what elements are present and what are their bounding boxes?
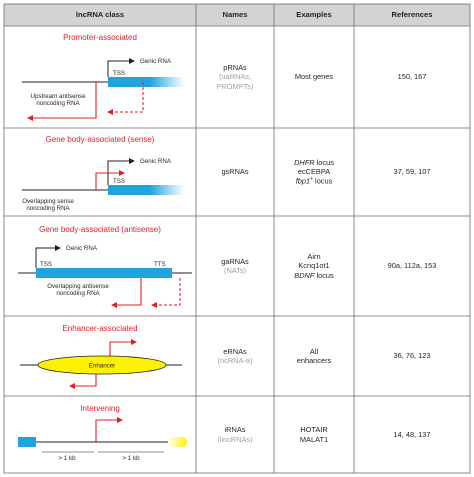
header-lncrna-class: lncRNA class — [75, 10, 125, 20]
row5-example-1: HOTAIR — [300, 425, 328, 435]
row4-enhancer-label: Enhancer — [89, 363, 116, 370]
row3-genic-label: Genic RNA — [66, 245, 98, 252]
diagram-intervening: Intervening > 1 kb > 1 kb — [18, 404, 187, 462]
row3-gene-body — [36, 268, 172, 278]
row5-references: 14, 48, 137 — [393, 429, 431, 439]
diagram-gene-body-antisense: Gene body-associated (antisense) Genic R… — [18, 225, 192, 308]
row5-examples-cell: HOTAIR MALAT1 — [274, 396, 354, 473]
row2-example-3-rest: locus — [313, 176, 333, 186]
diagram-promoter-associated: Promoter-associated Genic RNA TSS Upstre… — [22, 33, 184, 121]
row1-name-alt-1: (uaRNAs, — [218, 72, 252, 82]
row4-example-2: enhancers — [296, 356, 332, 365]
row4-examples-cell: All enhancers — [274, 316, 354, 396]
row5-distance-label-2: > 1 kb — [122, 455, 140, 462]
row1-examples-cell: Most genes — [274, 26, 354, 128]
row4-title: Enhancer-associated — [62, 324, 137, 333]
row3-examples-cell: Airn Kcnq1ot1 BDNF locus — [274, 216, 354, 316]
row5-names-cell: iRNAs (lincRNAs) — [196, 396, 274, 473]
row3-references: 90a, 112a, 153 — [387, 261, 437, 271]
row4-example-1: All — [309, 346, 319, 356]
header-background — [4, 4, 470, 26]
row2-examples-cell: DHFR locus ecCEBPA fbp1+ locus — [274, 128, 354, 216]
header-examples: Examples — [296, 10, 332, 20]
header-names: Names — [222, 10, 248, 20]
row2-title: Gene body-associated (sense) — [46, 135, 155, 144]
row5-distance-label-1: > 1 kb — [58, 455, 76, 462]
row2-references: 37, 59, 107 — [393, 167, 431, 177]
row2-example-1-italic: DHFR — [294, 157, 315, 167]
row3-example-3: BDNF locus — [294, 271, 333, 280]
row3-names-cell: gaRNAs (NATs) — [196, 216, 274, 316]
row4-names-cell: eRNAs (ncRNA-a) — [196, 316, 274, 396]
row3-tss-label: TSS — [40, 261, 52, 268]
diagram-gene-body-sense: Gene body-associated (sense) Genic RNA T… — [22, 135, 184, 212]
row3-tts-label: TTS — [154, 261, 166, 268]
row3-example-3-italic: BDNF — [294, 270, 315, 280]
row5-right-gene — [168, 437, 187, 447]
row4-name-alt-1: (ncRNA-a) — [217, 356, 253, 365]
row1-gene-body — [108, 77, 184, 87]
row1-name-alt-2: PROMPTs) — [216, 81, 254, 91]
diagram-enhancer-associated: Enhancer-associated Enhancer — [20, 324, 182, 389]
row2-name-main: gsRNAs — [221, 167, 249, 177]
row2-example-1: DHFR locus — [294, 158, 334, 167]
enhancer-ellipse — [37, 355, 167, 375]
row2-example-1-rest: locus — [314, 157, 334, 167]
row2-noncoding-label-2: noncoding RNA — [26, 205, 70, 212]
row5-name-alt-1: (lincRNAs) — [217, 434, 253, 444]
row4-references: 36, 76, 123 — [393, 351, 431, 361]
row2-example-2: ecCEBPA — [297, 167, 331, 177]
row2-names-cell: gsRNAs — [196, 128, 274, 216]
row1-names-cell: pRNAs (uaRNAs, PROMPTs) — [196, 26, 274, 128]
header-references: References — [391, 10, 433, 20]
row3-example-2: Kcnq1ot1 — [298, 261, 330, 271]
row1-noncoding-label-1: Upstream antisense — [30, 93, 86, 100]
row3-name-alt-1: (NATs) — [223, 266, 247, 275]
row3-title: Gene body-associated (antisense) — [39, 225, 161, 234]
row2-noncoding-label-1: Overlapping sense — [22, 198, 74, 205]
row1-tss-label: TSS — [113, 70, 125, 77]
row2-example-3-italic: fbp1 — [295, 176, 311, 186]
row2-example-3-sup: + — [310, 176, 313, 183]
row1-references: 150, 167 — [397, 72, 427, 82]
row2-example-3: fbp1+ locus — [296, 176, 333, 186]
row3-example-3-rest: locus — [314, 270, 334, 280]
row3-example-1: Airn — [307, 252, 321, 262]
row3-name-main: gaRNAs — [221, 256, 249, 266]
row4-name-main: eRNAs — [223, 346, 247, 356]
row2-gene-body — [108, 185, 184, 195]
row1-example-1: Most genes — [294, 72, 334, 82]
row1-name-main: pRNAs — [223, 63, 247, 73]
row5-example-2: MALAT1 — [299, 434, 329, 444]
row3-noncoding-label-2: noncoding RNA — [56, 290, 100, 297]
row1-title: Promoter-associated — [63, 33, 137, 42]
row5-name-main: iRNAs — [224, 425, 246, 435]
row1-noncoding-label-2: noncoding RNA — [36, 100, 80, 107]
row5-title: Intervening — [80, 404, 120, 413]
row5-left-gene — [18, 437, 36, 447]
row2-tss-label: TSS — [113, 178, 125, 185]
row1-genic-label: Genic RNA — [140, 58, 172, 65]
row3-noncoding-label-1: Overlapping antisense — [47, 283, 109, 290]
row2-genic-label: Genic RNA — [140, 158, 172, 165]
